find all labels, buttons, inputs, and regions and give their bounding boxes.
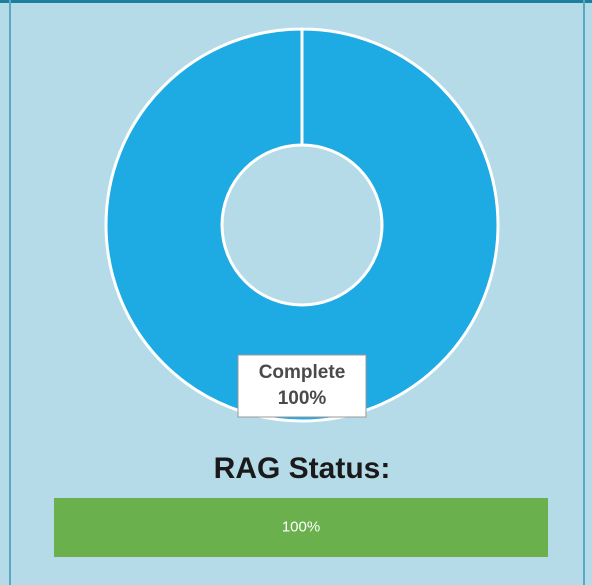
slice-label-value: 100% — [278, 388, 327, 409]
top-border — [0, 0, 592, 3]
rag-bar — [54, 498, 548, 557]
donut-chart: Complete 100% — [104, 27, 500, 423]
rag-status: RAG Status: 100% — [54, 452, 548, 557]
left-border — [9, 0, 11, 585]
slice-label-box — [237, 354, 367, 418]
rag-title: RAG Status: — [214, 452, 391, 485]
rag-bar-label: 100% — [282, 518, 320, 535]
right-border — [583, 0, 585, 585]
slice-label-name: Complete — [259, 362, 346, 383]
donut-slice — [104, 27, 500, 423]
